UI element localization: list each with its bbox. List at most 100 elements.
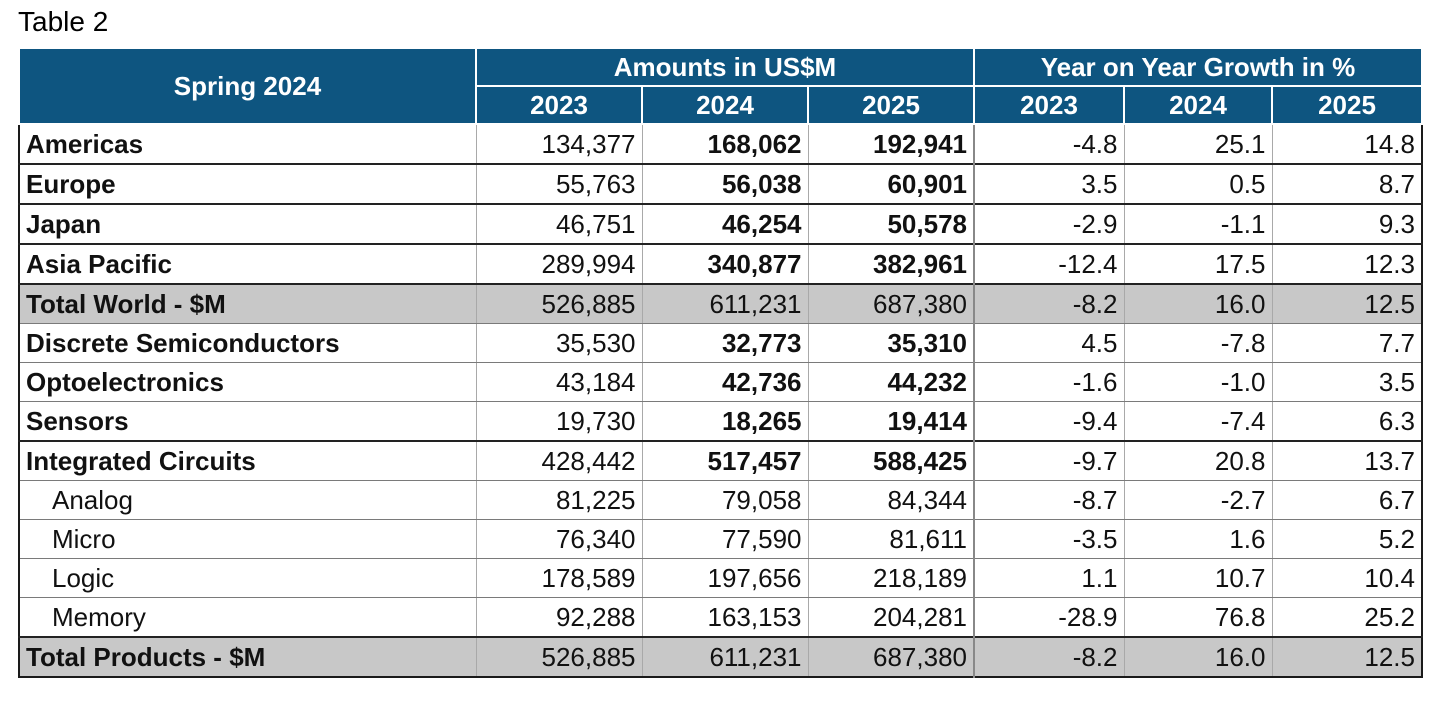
growth-cell: 8.7 [1271, 163, 1423, 205]
row-label: Japan [19, 203, 477, 245]
market-forecast-table: Spring 2024 Amounts in US$M Year on Year… [18, 47, 1423, 678]
growth-cell: 20.8 [1123, 440, 1273, 481]
row-label: Micro [19, 519, 477, 559]
growth-cell: 25.1 [1123, 123, 1273, 165]
amount-cell: 56,038 [641, 163, 809, 205]
row-label: Memory [19, 597, 477, 638]
growth-cell: -7.4 [1123, 401, 1273, 442]
growth-cell: 3.5 [1271, 362, 1423, 402]
growth-cell: -9.7 [973, 440, 1125, 481]
row-label: Asia Pacific [19, 243, 477, 285]
table-row: Total Products - $M 526,885 611,231 687,380… [19, 636, 1423, 678]
amount-cell: 18,265 [641, 401, 809, 442]
growth-cell: -3.5 [973, 519, 1125, 559]
amount-cell: 526,885 [475, 636, 643, 678]
table-body: Americas 134,377 168,062 192,941 -4.8 25.1 14.… [19, 123, 1423, 678]
growth-cell: -8.2 [973, 283, 1125, 324]
amount-cell: 526,885 [475, 283, 643, 324]
growth-cell: 6.7 [1271, 480, 1423, 520]
year-header: 2024 [641, 85, 809, 125]
row-label: Sensors [19, 401, 477, 442]
table-row: Optoelectronics 43,184 42,736 44,232 -1.6 -1.… [19, 362, 1423, 402]
amount-cell: 611,231 [641, 283, 809, 324]
growth-cell: 76.8 [1123, 597, 1273, 638]
row-label: Integrated Circuits [19, 440, 477, 481]
amount-cell: 43,184 [475, 362, 643, 402]
amount-cell: 77,590 [641, 519, 809, 559]
corner-header: Spring 2024 [18, 47, 477, 125]
growth-cell: -28.9 [973, 597, 1125, 638]
amount-cell: 168,062 [641, 123, 809, 165]
amount-cell: 517,457 [641, 440, 809, 481]
growth-cell: 6.3 [1271, 401, 1423, 442]
amount-cell: 55,763 [475, 163, 643, 205]
table-row: Asia Pacific 289,994 340,877 382,961 -12.4 17… [19, 243, 1423, 285]
growth-cell: 10.4 [1271, 558, 1423, 598]
growth-cell: 3.5 [973, 163, 1125, 205]
amount-cell: 35,310 [807, 323, 975, 363]
growth-cell: 13.7 [1271, 440, 1423, 481]
growth-cell: 9.3 [1271, 203, 1423, 245]
year-header: 2025 [807, 85, 975, 125]
amount-cell: 81,611 [807, 519, 975, 559]
amounts-group-header: Amounts in US$M [475, 47, 975, 87]
amount-cell: 134,377 [475, 123, 643, 165]
amount-cell: 197,656 [641, 558, 809, 598]
amount-cell: 428,442 [475, 440, 643, 481]
growth-cell: 10.7 [1123, 558, 1273, 598]
growth-cell: 12.3 [1271, 243, 1423, 285]
amount-cell: 163,153 [641, 597, 809, 638]
amount-cell: 588,425 [807, 440, 975, 481]
growth-cell: 1.1 [973, 558, 1125, 598]
growth-cell: -7.8 [1123, 323, 1273, 363]
growth-cell: -1.0 [1123, 362, 1273, 402]
growth-cell: 12.5 [1271, 636, 1423, 678]
growth-cell: 0.5 [1123, 163, 1273, 205]
amount-cell: 60,901 [807, 163, 975, 205]
table-row: Analog 81,225 79,058 84,344 -8.7 -2.7 6.7 [19, 480, 1423, 520]
amount-cell: 42,736 [641, 362, 809, 402]
year-header: 2023 [973, 85, 1125, 125]
row-label: Americas [19, 123, 477, 165]
amount-cell: 340,877 [641, 243, 809, 285]
growth-cell: 1.6 [1123, 519, 1273, 559]
table-row: Micro 76,340 77,590 81,611 -3.5 1.6 5.2 [19, 519, 1423, 559]
amount-cell: 382,961 [807, 243, 975, 285]
amount-cell: 289,994 [475, 243, 643, 285]
growth-cell: 4.5 [973, 323, 1125, 363]
amount-cell: 178,589 [475, 558, 643, 598]
growth-cell: 7.7 [1271, 323, 1423, 363]
row-label: Total Products - $M [19, 636, 477, 678]
table-row: Logic 178,589 197,656 218,189 1.1 10.7 10.4 [19, 558, 1423, 598]
table-row: Integrated Circuits 428,442 517,457 588,425… [19, 440, 1423, 481]
amount-cell: 19,414 [807, 401, 975, 442]
amount-cell: 46,751 [475, 203, 643, 245]
year-header: 2024 [1123, 85, 1273, 125]
row-label: Europe [19, 163, 477, 205]
amount-cell: 611,231 [641, 636, 809, 678]
row-label: Analog [19, 480, 477, 520]
amount-cell: 50,578 [807, 203, 975, 245]
year-header: 2025 [1271, 85, 1423, 125]
table-caption: Table 2 [18, 6, 109, 37]
row-label: Discrete Semiconductors [19, 323, 477, 363]
growth-cell: -2.7 [1123, 480, 1273, 520]
table-row: Memory 92,288 163,153 204,281 -28.9 76.8 25.2 [19, 597, 1423, 638]
growth-cell: 25.2 [1271, 597, 1423, 638]
growth-cell: 17.5 [1123, 243, 1273, 285]
table-row: Europe 55,763 56,038 60,901 3.5 0.5 8.7 [19, 163, 1423, 205]
growth-cell: -2.9 [973, 203, 1125, 245]
growth-cell: 16.0 [1123, 283, 1273, 324]
table-row: Total World - $M 526,885 611,231 687,380 -8.… [19, 283, 1423, 324]
row-label: Logic [19, 558, 477, 598]
table-row: Sensors 19,730 18,265 19,414 -9.4 -7.4 6.3 [19, 401, 1423, 442]
amount-cell: 687,380 [807, 636, 975, 678]
growth-cell: -8.2 [973, 636, 1125, 678]
growth-cell: 12.5 [1271, 283, 1423, 324]
growth-cell: -8.7 [973, 480, 1125, 520]
year-header: 2023 [475, 85, 643, 125]
table-row: Americas 134,377 168,062 192,941 -4.8 25.1 14.… [19, 123, 1423, 165]
table-row: Discrete Semiconductors 35,530 32,773 35,31… [19, 323, 1423, 363]
amount-cell: 92,288 [475, 597, 643, 638]
row-label: Total World - $M [19, 283, 477, 324]
